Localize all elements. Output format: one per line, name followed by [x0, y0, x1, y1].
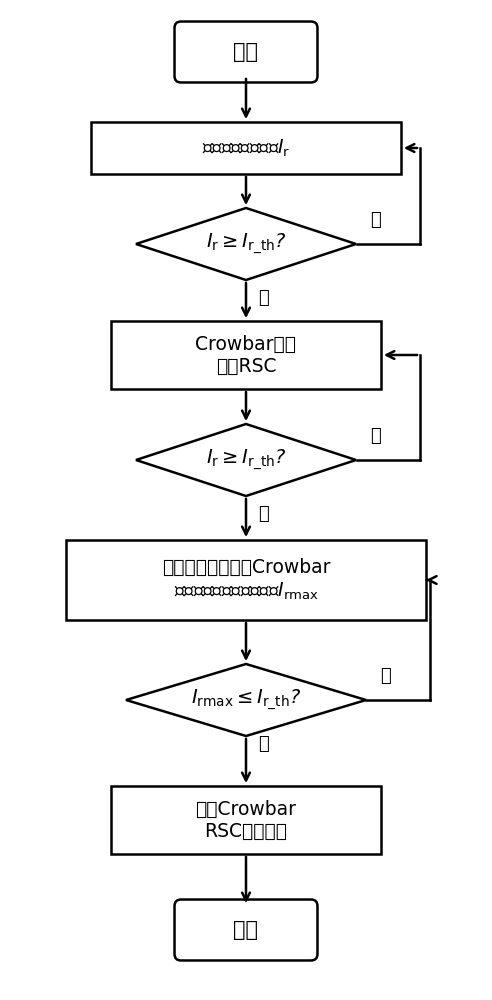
- Text: Crowbar投入
闭锁RSC: Crowbar投入 闭锁RSC: [195, 334, 297, 375]
- Text: 是: 是: [258, 289, 269, 307]
- Text: $\mathit{I}_{\mathrm{r}} \geq \mathit{I}_{\mathrm{r\_th}}$?: $\mathit{I}_{\mathrm{r}} \geq \mathit{I}…: [206, 232, 286, 256]
- Text: 切除Crowbar
RSC恢复工作: 切除Crowbar RSC恢复工作: [195, 800, 297, 840]
- Text: 检测转子电流幅值$\mathit{I}_{\mathrm{r}}$: 检测转子电流幅值$\mathit{I}_{\mathrm{r}}$: [202, 137, 290, 159]
- Text: $\mathit{I}_{\mathrm{r}} \geq \mathit{I}_{\mathrm{r\_th}}$?: $\mathit{I}_{\mathrm{r}} \geq \mathit{I}…: [206, 448, 286, 472]
- FancyBboxPatch shape: [175, 900, 317, 960]
- Text: 是: 是: [258, 505, 269, 523]
- FancyBboxPatch shape: [175, 22, 317, 82]
- Polygon shape: [136, 208, 356, 280]
- Bar: [111, 321, 381, 389]
- Text: 否: 否: [370, 211, 381, 229]
- Text: 否: 否: [370, 427, 381, 445]
- Polygon shape: [126, 664, 366, 736]
- Text: 否: 否: [380, 667, 391, 685]
- Text: 是: 是: [258, 735, 269, 753]
- Text: 开始: 开始: [234, 42, 258, 62]
- Bar: [111, 786, 381, 854]
- Text: 实时计算假设切除Crowbar
转子电流将达到的最大值$\mathit{I}_{\mathrm{rmax}}$: 实时计算假设切除Crowbar 转子电流将达到的最大值$\mathit{I}_{…: [162, 558, 330, 602]
- Bar: [91, 122, 401, 174]
- Text: $\mathit{I}_{\mathrm{rmax}} \leq \mathit{I}_{\mathrm{r\_th}}$?: $\mathit{I}_{\mathrm{rmax}} \leq \mathit…: [191, 688, 301, 712]
- Text: 结束: 结束: [234, 920, 258, 940]
- Polygon shape: [136, 424, 356, 496]
- Bar: [66, 540, 426, 620]
